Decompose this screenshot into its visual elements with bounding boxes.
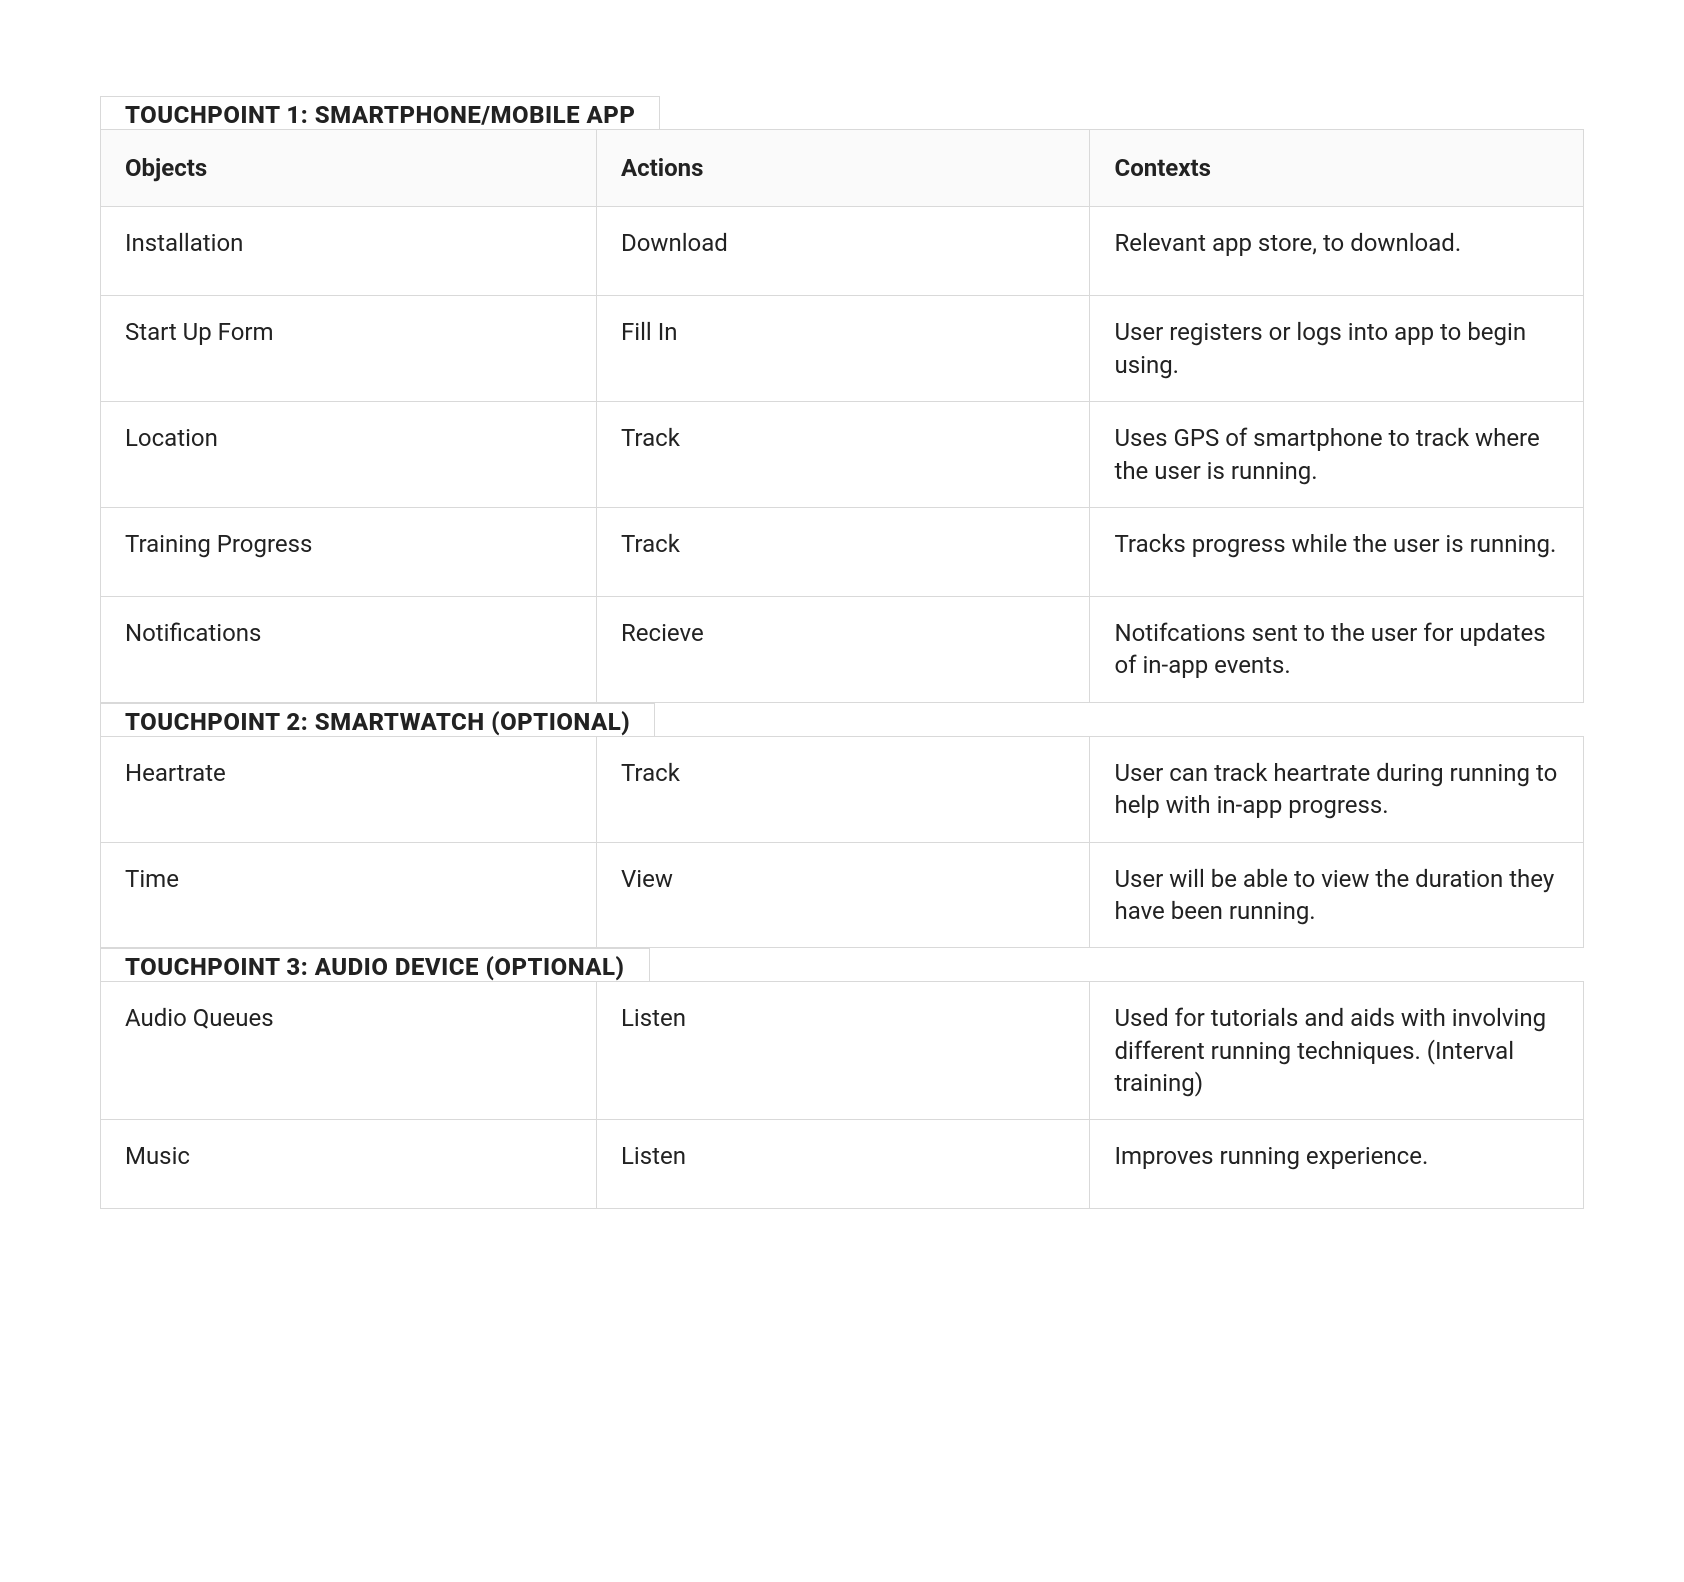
cell-action: Track bbox=[596, 402, 1090, 507]
cell-object: Training Progress bbox=[101, 508, 596, 596]
cell-action: Listen bbox=[596, 982, 1090, 1119]
cell-object: Music bbox=[101, 1120, 596, 1208]
page: TOUCHPOINT 1: SMARTPHONE/MOBILE APP Obje… bbox=[0, 0, 1684, 1582]
cell-object: Time bbox=[101, 843, 596, 948]
touchpoint-2-table: Heartrate Track User can track heartrate… bbox=[100, 736, 1584, 949]
cell-object: Location bbox=[101, 402, 596, 507]
cell-context: Uses GPS of smartphone to track where th… bbox=[1089, 402, 1583, 507]
table-row: Audio Queues Listen Used for tutorials a… bbox=[101, 981, 1583, 1119]
touchpoint-1-title: TOUCHPOINT 1: SMARTPHONE/MOBILE APP bbox=[100, 96, 660, 129]
cell-context: Notifcations sent to the user for update… bbox=[1089, 597, 1583, 702]
cell-object: Audio Queues bbox=[101, 982, 596, 1119]
touchpoint-1-table: Objects Actions Contexts Installation Do… bbox=[100, 129, 1584, 703]
touchpoint-2-title: TOUCHPOINT 2: SMARTWATCH (OPTIONAL) bbox=[100, 703, 655, 736]
cell-action: Fill In bbox=[596, 296, 1090, 401]
table-row: Notifications Recieve Notifcations sent … bbox=[101, 596, 1583, 702]
touchpoint-3-title: TOUCHPOINT 3: AUDIO DEVICE (OPTIONAL) bbox=[100, 948, 650, 981]
cell-action: Track bbox=[596, 737, 1090, 842]
cell-object: Notifications bbox=[101, 597, 596, 702]
cell-context: Tracks progress while the user is runnin… bbox=[1089, 508, 1583, 596]
table-row: Heartrate Track User can track heartrate… bbox=[101, 736, 1583, 842]
cell-action: Recieve bbox=[596, 597, 1090, 702]
cell-context: User can track heartrate during running … bbox=[1089, 737, 1583, 842]
cell-action: View bbox=[596, 843, 1090, 948]
col-header-objects: Objects bbox=[101, 130, 596, 206]
touchpoint-title-row: TOUCHPOINT 3: AUDIO DEVICE (OPTIONAL) bbox=[100, 948, 1584, 981]
cell-object: Installation bbox=[101, 207, 596, 295]
cell-context: User will be able to view the duration t… bbox=[1089, 843, 1583, 948]
table-row: Music Listen Improves running experience… bbox=[101, 1119, 1583, 1208]
table-row: Installation Download Relevant app store… bbox=[101, 206, 1583, 295]
column-headers: Objects Actions Contexts bbox=[101, 129, 1583, 206]
cell-context: Used for tutorials and aids with involvi… bbox=[1089, 982, 1583, 1119]
cell-object: Start Up Form bbox=[101, 296, 596, 401]
cell-context: Relevant app store, to download. bbox=[1089, 207, 1583, 295]
table-row: Time View User will be able to view the … bbox=[101, 842, 1583, 948]
touchpoint-title-row: TOUCHPOINT 2: SMARTWATCH (OPTIONAL) bbox=[100, 703, 1584, 736]
touchpoint-title-row: TOUCHPOINT 1: SMARTPHONE/MOBILE APP bbox=[100, 96, 1584, 129]
cell-context: Improves running experience. bbox=[1089, 1120, 1583, 1208]
col-header-actions: Actions bbox=[596, 130, 1090, 206]
table-row: Start Up Form Fill In User registers or … bbox=[101, 295, 1583, 401]
cell-action: Listen bbox=[596, 1120, 1090, 1208]
cell-action: Track bbox=[596, 508, 1090, 596]
table-row: Location Track Uses GPS of smartphone to… bbox=[101, 401, 1583, 507]
touchpoint-3-table: Audio Queues Listen Used for tutorials a… bbox=[100, 981, 1584, 1209]
cell-action: Download bbox=[596, 207, 1090, 295]
cell-context: User registers or logs into app to begin… bbox=[1089, 296, 1583, 401]
table-row: Training Progress Track Tracks progress … bbox=[101, 507, 1583, 596]
cell-object: Heartrate bbox=[101, 737, 596, 842]
col-header-contexts: Contexts bbox=[1089, 130, 1583, 206]
